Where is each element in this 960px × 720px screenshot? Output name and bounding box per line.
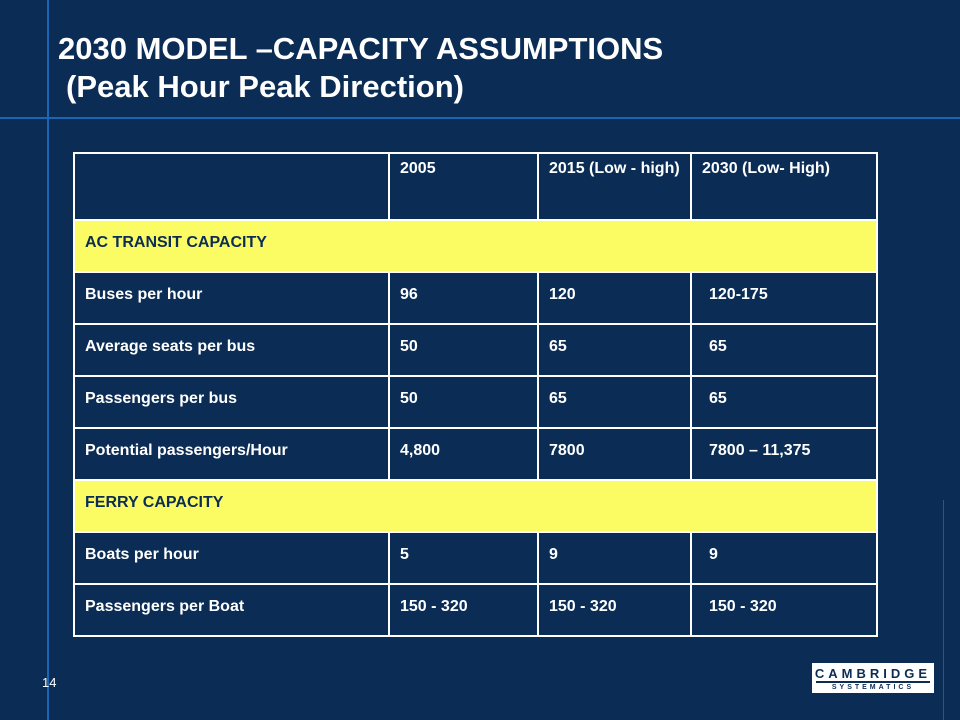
capacity-table: 2005 2015 (Low - high) 2030 (Low- High) … <box>73 152 878 637</box>
cell-2030: 9 <box>690 531 878 585</box>
section-title: AC TRANSIT CAPACITY <box>73 219 878 273</box>
logo-line2: SYSTEMATICS <box>831 684 915 691</box>
cell-2005: 5 <box>388 531 539 585</box>
row-label: Boats per hour <box>73 531 390 585</box>
cell-2030: 120-175 <box>690 271 878 325</box>
header-cell-blank <box>73 152 390 221</box>
page-number: 14 <box>42 675 57 690</box>
section-row-ac-transit: AC TRANSIT CAPACITY <box>73 219 878 273</box>
cell-2015: 9 <box>537 531 692 585</box>
header-cell-2015: 2015 (Low - high) <box>537 152 692 221</box>
table-row: Passengers per bus 50 65 65 <box>73 375 878 429</box>
row-label: Average seats per bus <box>73 323 390 377</box>
cell-2005: 50 <box>388 375 539 429</box>
cell-2015: 65 <box>537 375 692 429</box>
table-row: Average seats per bus 50 65 65 <box>73 323 878 377</box>
section-row-ferry: FERRY CAPACITY <box>73 479 878 533</box>
table-row: Passengers per Boat 150 - 320 150 - 320 … <box>73 583 878 637</box>
cell-2030: 7800 – 11,375 <box>690 427 878 481</box>
cell-2015: 150 - 320 <box>537 583 692 637</box>
slide-title-line1: 2030 MODEL –CAPACITY ASSUMPTIONS <box>58 31 664 66</box>
table-header-row: 2005 2015 (Low - high) 2030 (Low- High) <box>73 152 878 221</box>
section-title: FERRY CAPACITY <box>73 479 878 533</box>
header-cell-2030: 2030 (Low- High) <box>690 152 878 221</box>
cell-2005: 150 - 320 <box>388 583 539 637</box>
right-accent-line <box>943 500 944 720</box>
row-label: Potential passengers/Hour <box>73 427 390 481</box>
cell-2015: 65 <box>537 323 692 377</box>
horizontal-accent-line <box>0 117 960 119</box>
slide-title: 2030 MODEL –CAPACITY ASSUMPTIONS (Peak H… <box>58 30 663 106</box>
cell-2005: 50 <box>388 323 539 377</box>
vertical-accent-line <box>47 0 49 720</box>
cell-2030: 150 - 320 <box>690 583 878 637</box>
table-row: Potential passengers/Hour 4,800 7800 780… <box>73 427 878 481</box>
cell-2005: 96 <box>388 271 539 325</box>
table-row: Boats per hour 5 9 9 <box>73 531 878 585</box>
cell-2005: 4,800 <box>388 427 539 481</box>
header-cell-2005: 2005 <box>388 152 539 221</box>
cell-2015: 7800 <box>537 427 692 481</box>
row-label: Passengers per bus <box>73 375 390 429</box>
slide-title-line2: (Peak Hour Peak Direction) <box>66 69 464 104</box>
cell-2015: 120 <box>537 271 692 325</box>
table-row: Buses per hour 96 120 120-175 <box>73 271 878 325</box>
row-label: Buses per hour <box>73 271 390 325</box>
cell-2030: 65 <box>690 375 878 429</box>
cambridge-systematics-logo: CAMBRIDGE SYSTEMATICS <box>812 663 934 693</box>
logo-divider <box>816 681 930 683</box>
logo-line1: CAMBRIDGE <box>814 666 932 681</box>
cell-2030: 65 <box>690 323 878 377</box>
row-label: Passengers per Boat <box>73 583 390 637</box>
